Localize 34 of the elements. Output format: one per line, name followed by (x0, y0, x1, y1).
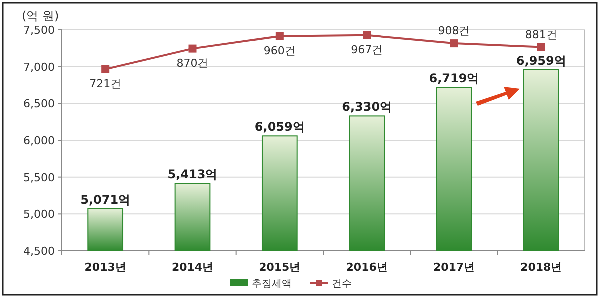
data-label: 721건 (90, 77, 122, 90)
point (102, 65, 110, 74)
x-tick-label: 2013년 (84, 261, 126, 274)
data-label: 960건 (264, 44, 296, 58)
point (537, 43, 546, 52)
y-tick-label: 5,500 (24, 171, 55, 184)
data-label: 5,071억 (80, 192, 131, 207)
x-tick-label: 2015년 (259, 261, 301, 274)
y-tick-label: 6,000 (24, 134, 55, 148)
data-label: 6,719억 (429, 72, 480, 86)
data-label: 881건 (525, 28, 558, 42)
x-tick-label: 2016년 (346, 261, 388, 274)
point (188, 44, 197, 53)
y-tick-label: 5,000 (24, 208, 55, 222)
legend-label: 건수 (332, 279, 352, 290)
data-label: 6,059억 (254, 120, 305, 134)
y-axis-title: (억 원) (22, 9, 60, 23)
data-label: 870건 (176, 56, 209, 70)
point (363, 31, 372, 40)
data-label: 908건 (438, 24, 470, 38)
y-tick-label: 4,500 (24, 245, 55, 258)
x-tick-label: 2014년 (172, 261, 214, 274)
y-tick-label: 6,500 (24, 98, 55, 111)
point (276, 32, 284, 40)
y-tick-label: 7,500 (24, 24, 55, 37)
data-label: 5,413억 (168, 168, 218, 182)
y-tick-label: 7,000 (24, 60, 55, 74)
x-tick-label: 2017년 (433, 261, 476, 274)
data-label: 6,959억 (516, 54, 566, 68)
data-label: 6,330억 (342, 100, 392, 114)
legend-label: 추징세액 (252, 279, 292, 290)
data-label: 967건 (351, 43, 384, 56)
x-tick-label: 2018년 (520, 261, 562, 274)
point (450, 40, 458, 48)
